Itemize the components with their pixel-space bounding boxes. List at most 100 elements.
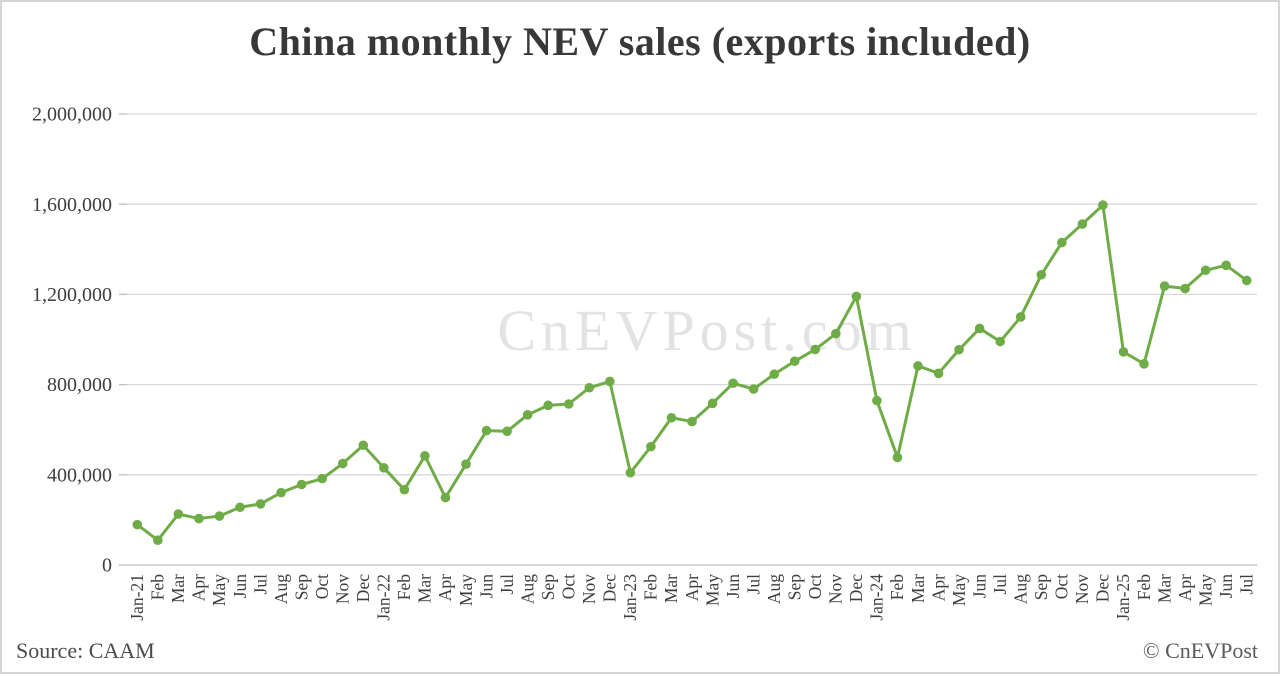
x-tick-label: Aug — [517, 574, 537, 604]
x-tick-label: May — [1195, 574, 1215, 606]
y-tick-label: 0 — [102, 555, 112, 577]
data-point — [317, 473, 327, 484]
series-line — [135, 203, 1249, 542]
data-point — [1077, 219, 1088, 229]
x-tick-label: Jun — [723, 574, 743, 599]
x-tick-label: Mar — [1154, 574, 1174, 603]
x-tick-label: Apr — [435, 574, 455, 601]
data-point — [1180, 283, 1190, 294]
x-tick-label: Jan-21 — [127, 574, 147, 621]
credit-label: © CnEVPost — [1142, 638, 1258, 663]
data-point — [1221, 260, 1231, 271]
y-tick-label: 2,000,000 — [32, 104, 112, 126]
x-tick-label: Dec — [353, 574, 373, 602]
data-point — [420, 451, 430, 461]
x-tick-label: May — [702, 574, 722, 606]
x-tick-label: Jul — [743, 574, 763, 595]
data-point — [1139, 359, 1149, 369]
data-point — [769, 369, 779, 380]
x-tick-label: Jan-22 — [374, 574, 394, 621]
x-tick-label: Nov — [1072, 574, 1092, 604]
data-point — [1159, 281, 1170, 291]
data-point — [687, 416, 697, 427]
data-point — [1015, 312, 1026, 322]
x-tick-label: Sep — [538, 574, 558, 601]
x-tick-label: Jul — [990, 574, 1010, 595]
data-point — [646, 441, 656, 452]
data-point — [543, 400, 553, 411]
data-point — [563, 399, 574, 409]
data-point — [1098, 200, 1108, 210]
source-label: Source: CAAM — [16, 638, 155, 663]
x-tick-label: Sep — [785, 574, 805, 601]
x-tick-label: Aug — [1011, 574, 1031, 604]
x-tick-label: Jul — [497, 574, 517, 595]
data-point — [481, 425, 492, 436]
data-point — [358, 440, 369, 451]
x-tick-label: Dec — [1093, 574, 1113, 602]
data-point — [584, 382, 595, 393]
data-point — [872, 395, 882, 406]
data-point — [255, 499, 266, 509]
x-tick-label: May — [949, 574, 969, 606]
x-tick-label: Mar — [661, 574, 681, 603]
x-tick-label: Mar — [168, 574, 188, 603]
x-tick-label: Oct — [1052, 574, 1072, 599]
x-tick-label: Apr — [189, 574, 209, 601]
data-point — [440, 492, 451, 503]
x-tick-label: Nov — [333, 574, 353, 604]
data-point — [913, 361, 923, 371]
data-point — [1057, 237, 1067, 248]
x-tick-label: Feb — [641, 574, 661, 601]
data-point — [214, 511, 225, 521]
x-tick-label: Jun — [1216, 574, 1236, 599]
x-tick-label: Apr — [928, 574, 948, 601]
data-point — [153, 535, 163, 545]
x-tick-label: Jun — [476, 574, 496, 599]
x-tick-label: Aug — [271, 574, 291, 604]
y-tick-label: 1,200,000 — [32, 284, 112, 306]
data-point — [954, 344, 964, 355]
x-tick-label: Sep — [1031, 574, 1051, 601]
y-tick-label: 400,000 — [47, 464, 112, 486]
x-tick-label: Nov — [826, 574, 846, 604]
data-point — [892, 452, 903, 463]
x-tick-label: Feb — [1134, 574, 1154, 601]
data-point — [461, 459, 471, 470]
x-tick-label: Dec — [846, 574, 866, 602]
data-point — [625, 467, 636, 478]
x-tick-label: Apr — [1175, 574, 1195, 601]
data-point — [851, 291, 862, 302]
data-point — [933, 368, 944, 379]
x-tick-label: Mar — [415, 574, 435, 603]
data-point — [337, 458, 348, 469]
data-point — [194, 513, 204, 524]
chart-title: China monthly NEV sales (exports include… — [249, 19, 1031, 64]
x-tick-label: Jan-23 — [620, 574, 640, 621]
data-point — [502, 426, 512, 437]
data-point — [1241, 275, 1252, 286]
x-tick-label: Jul — [250, 574, 270, 595]
data-point — [995, 336, 1005, 347]
watermark: CnEVPost.com — [497, 298, 916, 363]
data-point — [379, 463, 389, 473]
data-point — [132, 519, 143, 530]
x-tick-label: Jul — [1237, 574, 1257, 595]
data-point — [605, 376, 615, 387]
x-tick-label: Dec — [600, 574, 620, 602]
data-point — [666, 412, 677, 423]
x-tick-label: May — [456, 574, 476, 606]
x-tick-label: Aug — [764, 574, 784, 604]
data-point — [296, 479, 307, 490]
x-tick-label: Feb — [148, 574, 168, 601]
x-tick-label: Feb — [887, 574, 907, 601]
data-point — [748, 384, 759, 394]
x-tick-label: Oct — [312, 574, 332, 599]
data-point — [1036, 269, 1047, 280]
x-tick-label: Jun — [230, 574, 250, 599]
x-tick-label: Nov — [579, 574, 599, 604]
x-tick-label: Apr — [682, 574, 702, 601]
data-point — [1118, 347, 1129, 357]
